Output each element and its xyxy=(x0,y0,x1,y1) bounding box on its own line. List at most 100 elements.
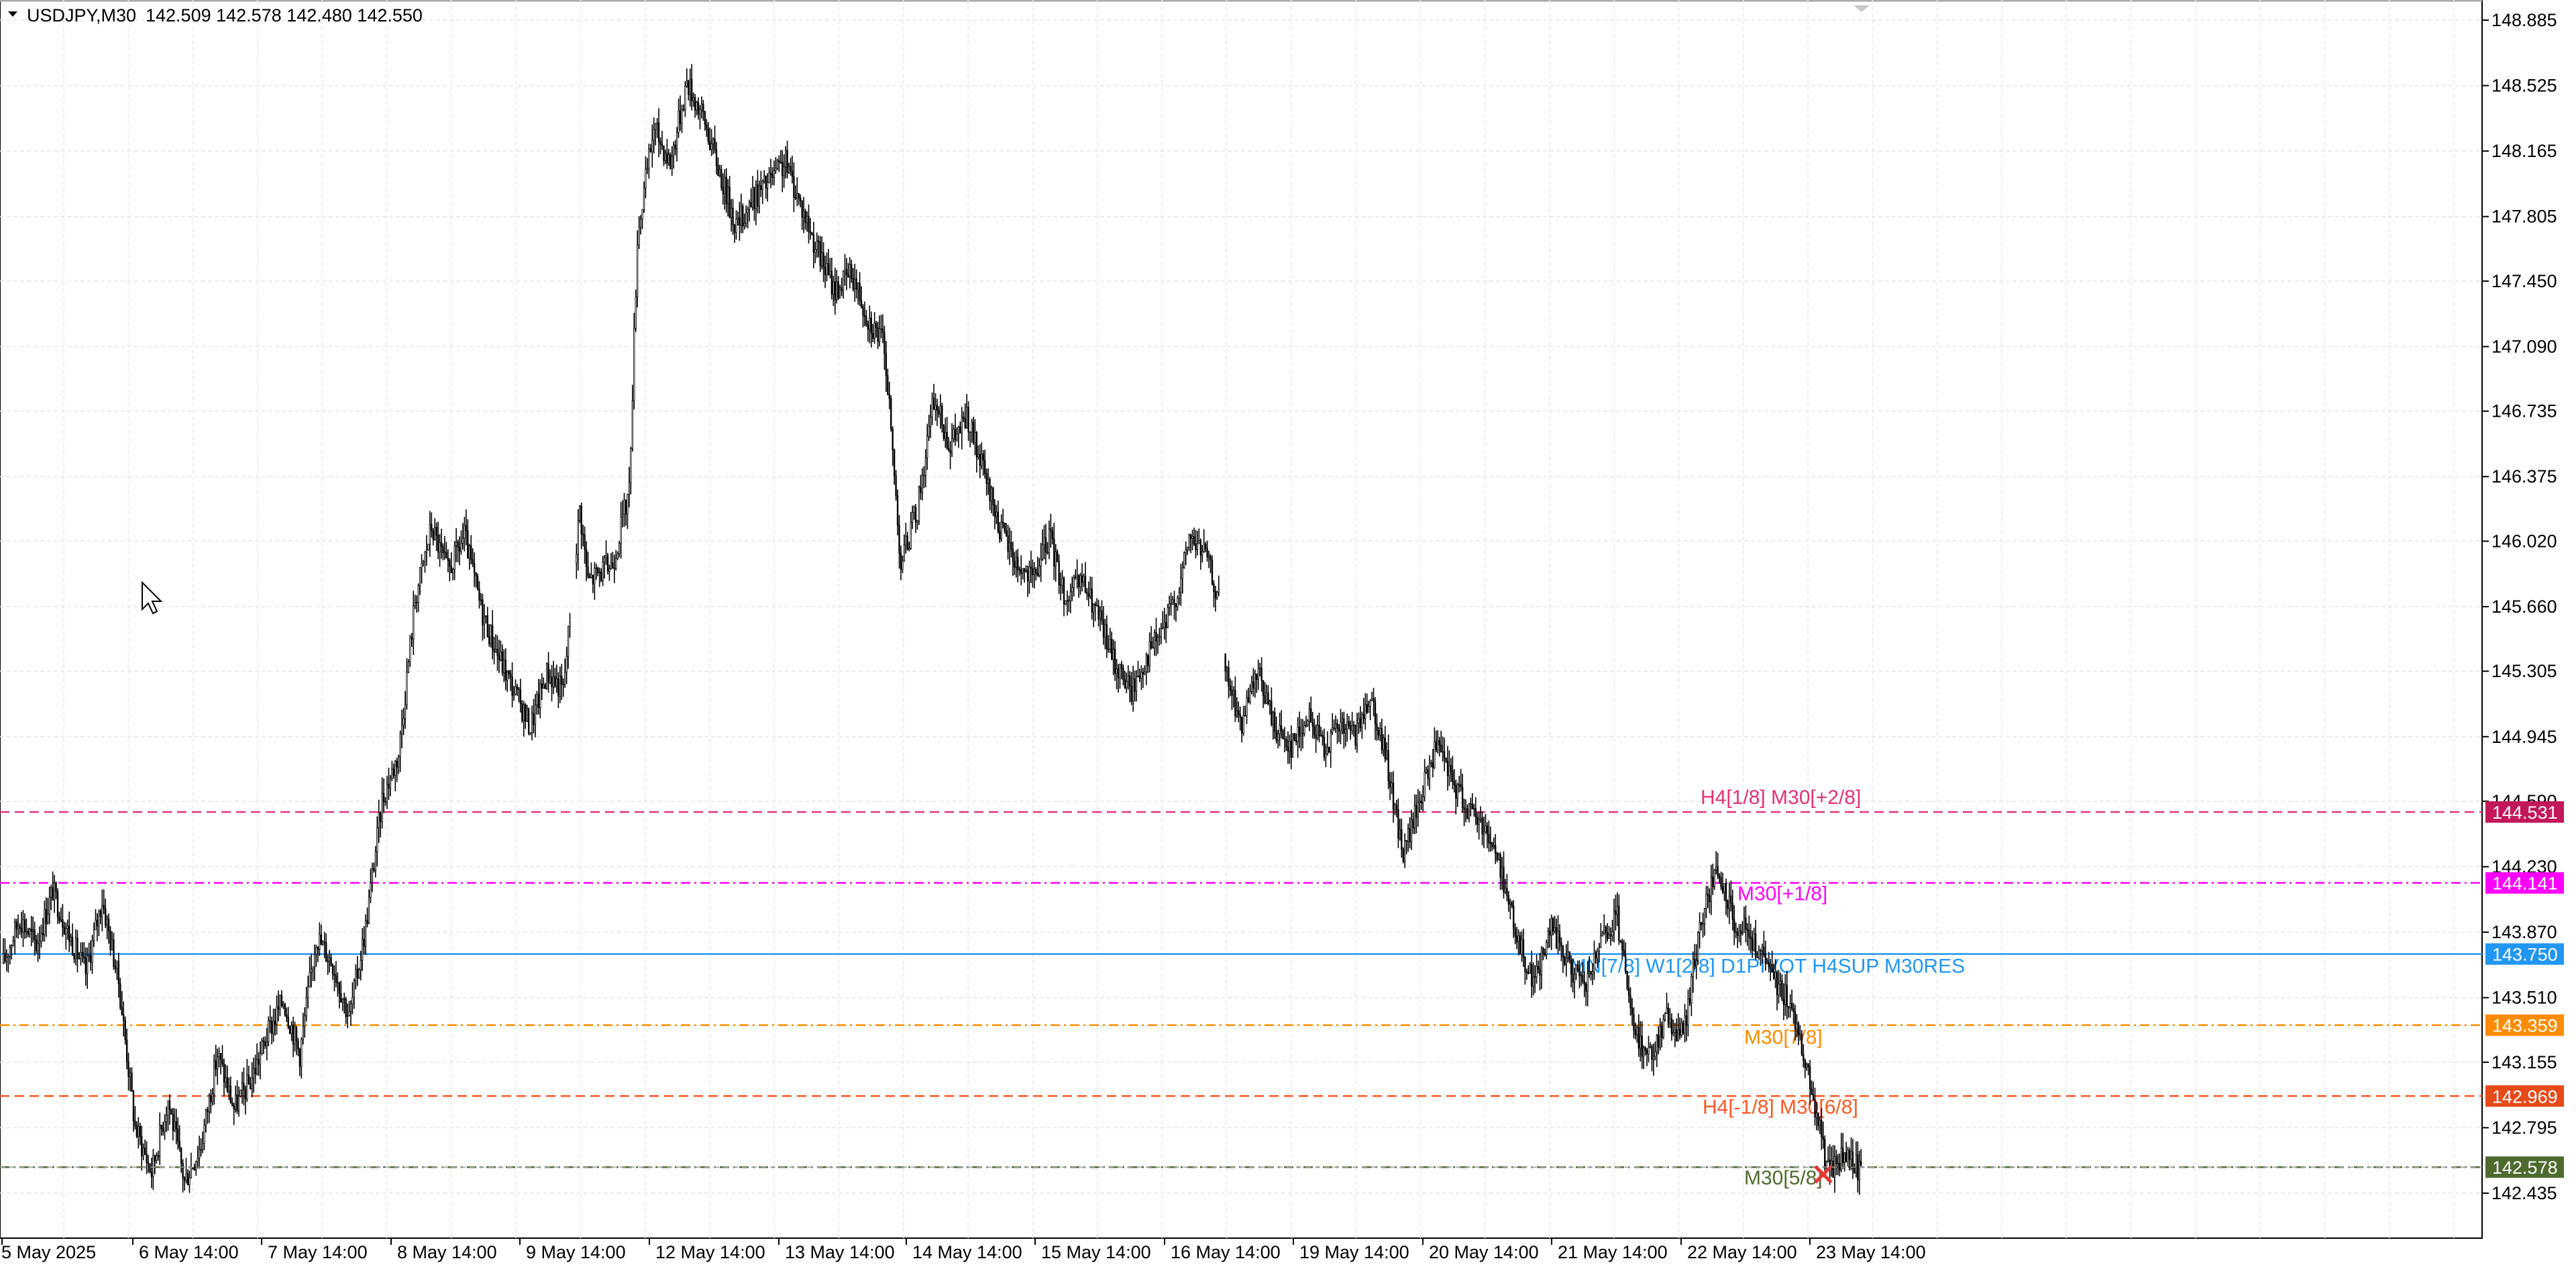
candle-body xyxy=(50,887,52,898)
candle-body xyxy=(918,487,920,521)
candle-body xyxy=(457,542,459,548)
candle-body xyxy=(936,405,938,411)
candle-body xyxy=(842,270,845,291)
candle-body xyxy=(1784,984,1786,1005)
candle-body xyxy=(1142,672,1144,674)
candle-body xyxy=(1004,522,1006,531)
candle-body xyxy=(1264,695,1266,704)
candle-body xyxy=(482,599,484,625)
candle-body xyxy=(1855,1154,1858,1174)
candle-body xyxy=(30,929,32,932)
candle-body xyxy=(1153,632,1156,649)
candle-body xyxy=(1718,876,1721,878)
candle-body xyxy=(997,511,1000,532)
candle-body xyxy=(388,783,390,789)
candle-body xyxy=(320,934,323,945)
candle-body xyxy=(346,1015,349,1017)
candle-body xyxy=(1461,786,1464,808)
candle-body xyxy=(1554,927,1556,932)
candle-body xyxy=(776,160,779,169)
candle-body xyxy=(1634,1029,1637,1035)
candle-body xyxy=(829,270,831,275)
candle-body xyxy=(1720,877,1722,887)
candle-body xyxy=(99,911,102,917)
candle-body xyxy=(569,622,571,627)
candle-body xyxy=(290,1025,292,1034)
candle-body xyxy=(1685,1015,1688,1025)
candle-body xyxy=(1710,876,1713,903)
candle-body xyxy=(1613,911,1615,932)
candle-body xyxy=(590,574,592,578)
candle-body xyxy=(1226,667,1228,672)
candle-body xyxy=(651,140,653,152)
candle-body xyxy=(768,172,770,183)
price-badge xyxy=(2485,1014,2564,1036)
candle-body xyxy=(1680,1023,1682,1036)
candle-body xyxy=(627,494,629,515)
candle-body xyxy=(633,327,635,401)
candle-body xyxy=(1619,940,1622,942)
candle-body xyxy=(686,81,688,87)
candle-body xyxy=(406,672,408,705)
time-axis[interactable]: 5 May 2025 6 May 14:00 7 May 14:00 8 May 14… xyxy=(1,1238,1926,1262)
candle-body xyxy=(136,1125,138,1137)
price-axis[interactable]: 148.885 148.525 148.165 147.805 147.450 147.0… xyxy=(2482,10,2557,1203)
plot-area[interactable] xyxy=(0,0,2483,1239)
candle-body xyxy=(628,482,631,495)
candle-body xyxy=(645,168,647,189)
candle-body xyxy=(485,615,487,617)
candle-body xyxy=(2,953,5,964)
candle-body xyxy=(198,1149,201,1159)
candle-body xyxy=(1485,825,1487,832)
candle-body xyxy=(1481,817,1483,835)
candle-body xyxy=(1677,1029,1679,1042)
candle-body xyxy=(1087,593,1090,597)
chart-shift-icon[interactable] xyxy=(1854,5,1870,12)
candle-body xyxy=(623,499,625,515)
candle-body xyxy=(1527,972,1529,974)
candle-body xyxy=(352,997,354,1005)
candle-body xyxy=(824,267,826,275)
candle-body xyxy=(1316,725,1319,739)
candle-body xyxy=(784,150,787,168)
candle-body xyxy=(613,568,616,570)
candle-body xyxy=(1440,744,1442,753)
candle-body xyxy=(671,156,673,169)
candle-body xyxy=(1621,941,1623,951)
candle-body xyxy=(1017,557,1019,570)
candle-body xyxy=(750,202,752,208)
candle-body xyxy=(676,132,678,150)
candle-body xyxy=(149,1163,151,1172)
candle-body xyxy=(131,1072,133,1092)
candle-body xyxy=(730,207,733,218)
candle-body xyxy=(1651,1046,1653,1060)
candle-body xyxy=(872,333,874,339)
candle-body xyxy=(521,703,523,721)
candle-body xyxy=(1180,578,1182,593)
candle-body xyxy=(1633,1014,1635,1031)
candle-body xyxy=(1564,956,1566,965)
candle-body xyxy=(737,217,739,219)
candle-body xyxy=(478,589,480,601)
candle-body xyxy=(669,154,672,169)
candle-body xyxy=(1721,886,1724,893)
candle-body xyxy=(1804,1060,1806,1068)
triangle-down-icon[interactable] xyxy=(8,11,17,17)
candle-body xyxy=(1717,866,1719,876)
candle-body xyxy=(1858,1161,1860,1180)
candle-body xyxy=(189,1177,191,1186)
candle-body xyxy=(1283,738,1286,740)
candle-body xyxy=(355,968,357,981)
candle-body xyxy=(1699,922,1701,933)
candle-body xyxy=(1521,939,1523,955)
candle-body xyxy=(73,954,75,960)
candle-body xyxy=(394,761,396,776)
candle-body xyxy=(648,148,650,169)
candle-body xyxy=(294,1027,296,1045)
candle-body xyxy=(1204,544,1207,549)
candle-body xyxy=(20,927,23,933)
candle-body xyxy=(1214,591,1217,599)
vertical-gridlines xyxy=(63,0,2455,1238)
symbol-label[interactable]: USDJPY,M30 xyxy=(27,5,136,26)
